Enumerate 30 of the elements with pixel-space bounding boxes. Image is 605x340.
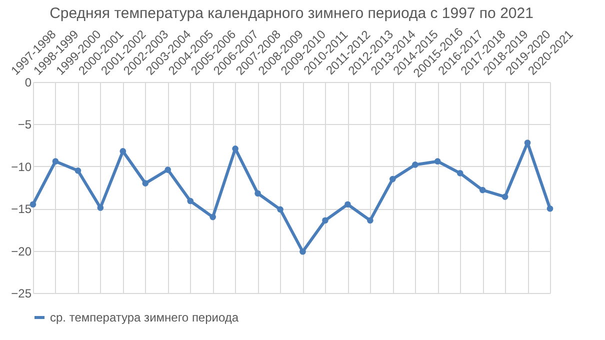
point xyxy=(434,158,441,164)
point xyxy=(456,170,464,176)
point xyxy=(74,167,82,174)
point xyxy=(52,158,59,164)
y-tick-label: 0 xyxy=(24,76,32,90)
point xyxy=(479,186,486,194)
point xyxy=(412,162,418,168)
point xyxy=(389,176,396,182)
y-tick-label: −20 xyxy=(11,244,32,258)
point xyxy=(254,190,261,197)
point xyxy=(120,148,126,154)
y-tick-label: −5 xyxy=(18,118,32,132)
y-tick-label: −10 xyxy=(11,160,32,174)
y-tick-label: −25 xyxy=(11,286,32,300)
point xyxy=(546,205,554,212)
legend-label: ср. температура зимнего периода xyxy=(50,310,239,324)
point xyxy=(164,166,172,173)
point xyxy=(210,214,216,220)
point xyxy=(277,206,284,213)
point xyxy=(344,201,351,208)
point xyxy=(322,217,328,224)
y-tick-label: −15 xyxy=(11,202,32,216)
point xyxy=(97,204,104,211)
chart-title: Средняя температура календарного зимнего периода с 1997 по 2021 xyxy=(50,5,534,22)
point xyxy=(300,248,306,255)
point xyxy=(502,194,508,200)
point xyxy=(524,140,531,146)
point xyxy=(367,217,374,224)
point xyxy=(142,180,149,186)
point xyxy=(187,198,194,204)
